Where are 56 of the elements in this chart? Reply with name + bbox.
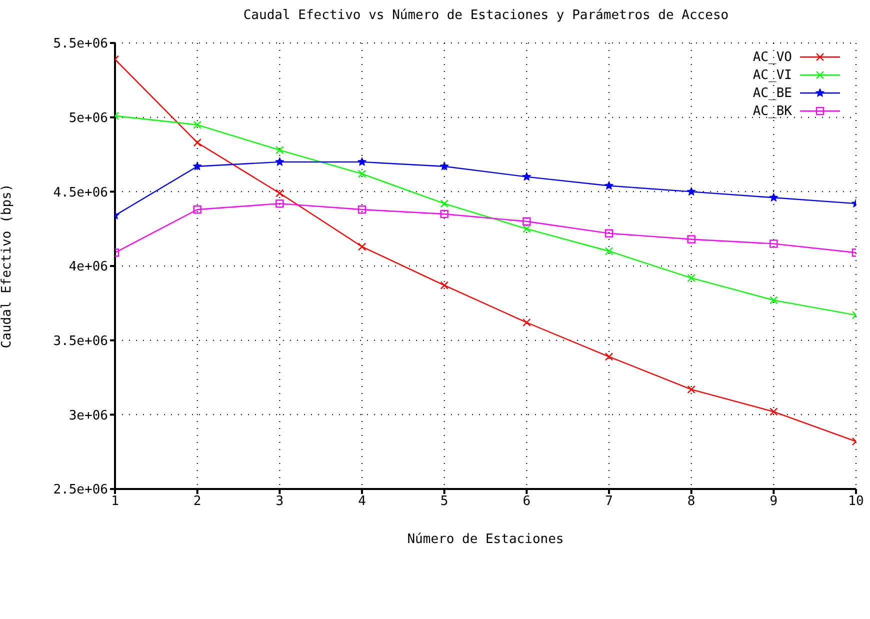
y-tick-label: 5e+06 (68, 110, 108, 126)
point (440, 162, 449, 170)
y-tick-label: 2.5e+06 (53, 482, 108, 498)
x-axis-title: Número de Estaciones (407, 532, 564, 547)
legend-label: AC_BE (752, 86, 792, 100)
legend-label: AC_VI (752, 68, 792, 82)
y-tick-label: 3.5e+06 (53, 334, 108, 349)
point (522, 217, 531, 226)
legend-label: AC_VO (752, 50, 792, 64)
y-tick-label: 4e+06 (68, 260, 108, 275)
x-tick-label: 5 (440, 494, 448, 510)
point (357, 157, 367, 166)
point (440, 281, 448, 290)
point (358, 170, 366, 178)
point (193, 205, 202, 214)
point (276, 146, 284, 154)
x-tick-label: 7 (605, 494, 613, 510)
point (604, 229, 614, 238)
point (770, 408, 778, 416)
point (358, 242, 366, 251)
point (275, 157, 284, 166)
point (604, 180, 614, 190)
x-tick-label: 6 (522, 494, 531, 510)
chart-title: Caudal Efectivo vs Número de Estaciones y Parámetros de Acceso (242, 8, 730, 23)
point (522, 318, 531, 327)
point (440, 210, 448, 218)
x-tick-label: 8 (687, 494, 696, 510)
point (192, 162, 202, 170)
point (769, 192, 778, 202)
y-tick-label: 3e+06 (68, 408, 108, 424)
point (687, 274, 696, 282)
x-tick-label: 4 (358, 494, 366, 510)
x-tick-label: 1 (111, 494, 119, 510)
x-tick-label: 9 (770, 494, 778, 510)
point (687, 385, 696, 394)
point (358, 205, 366, 214)
y-tick-label: 5.5e+06 (53, 36, 108, 52)
x-tick-label: 3 (276, 494, 284, 510)
point (440, 199, 448, 208)
point (276, 199, 284, 208)
y-tick-label: 4.5e+06 (53, 185, 108, 200)
legend-label: AC_BK (752, 104, 792, 118)
point (770, 240, 778, 248)
point (604, 352, 614, 361)
point (193, 138, 202, 147)
x-tick-label: 10 (848, 494, 864, 510)
point (686, 186, 696, 196)
point (687, 235, 696, 244)
point (276, 189, 284, 198)
point (193, 120, 202, 129)
point (522, 224, 531, 233)
point (522, 172, 532, 181)
point (604, 247, 614, 256)
x-tick-label: 2 (193, 494, 202, 510)
point (770, 296, 778, 304)
y-axis-title: Caudal Efectivo (bps) (0, 184, 15, 348)
